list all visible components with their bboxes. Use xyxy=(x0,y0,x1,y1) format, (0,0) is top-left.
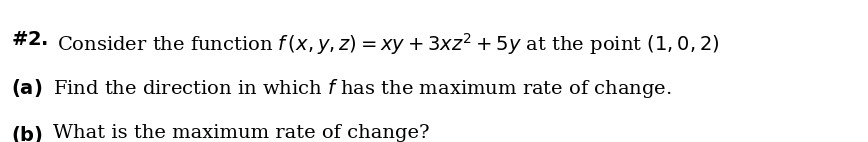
Text: $\mathbf{(a)}$: $\mathbf{(a)}$ xyxy=(11,77,43,99)
Text: What is the maximum rate of change?: What is the maximum rate of change? xyxy=(53,124,430,142)
Text: $\mathbf{\#2.}$: $\mathbf{\#2.}$ xyxy=(11,31,49,49)
Text: Consider the function $f\,(x, y, z) = xy + 3xz^{2} + 5y$ at the point $(1, 0, 2): Consider the function $f\,(x, y, z) = xy… xyxy=(57,31,720,57)
Text: $\mathbf{(b)}$: $\mathbf{(b)}$ xyxy=(11,124,43,142)
Text: Find the direction in which $f$ has the maximum rate of change.: Find the direction in which $f$ has the … xyxy=(53,77,672,100)
